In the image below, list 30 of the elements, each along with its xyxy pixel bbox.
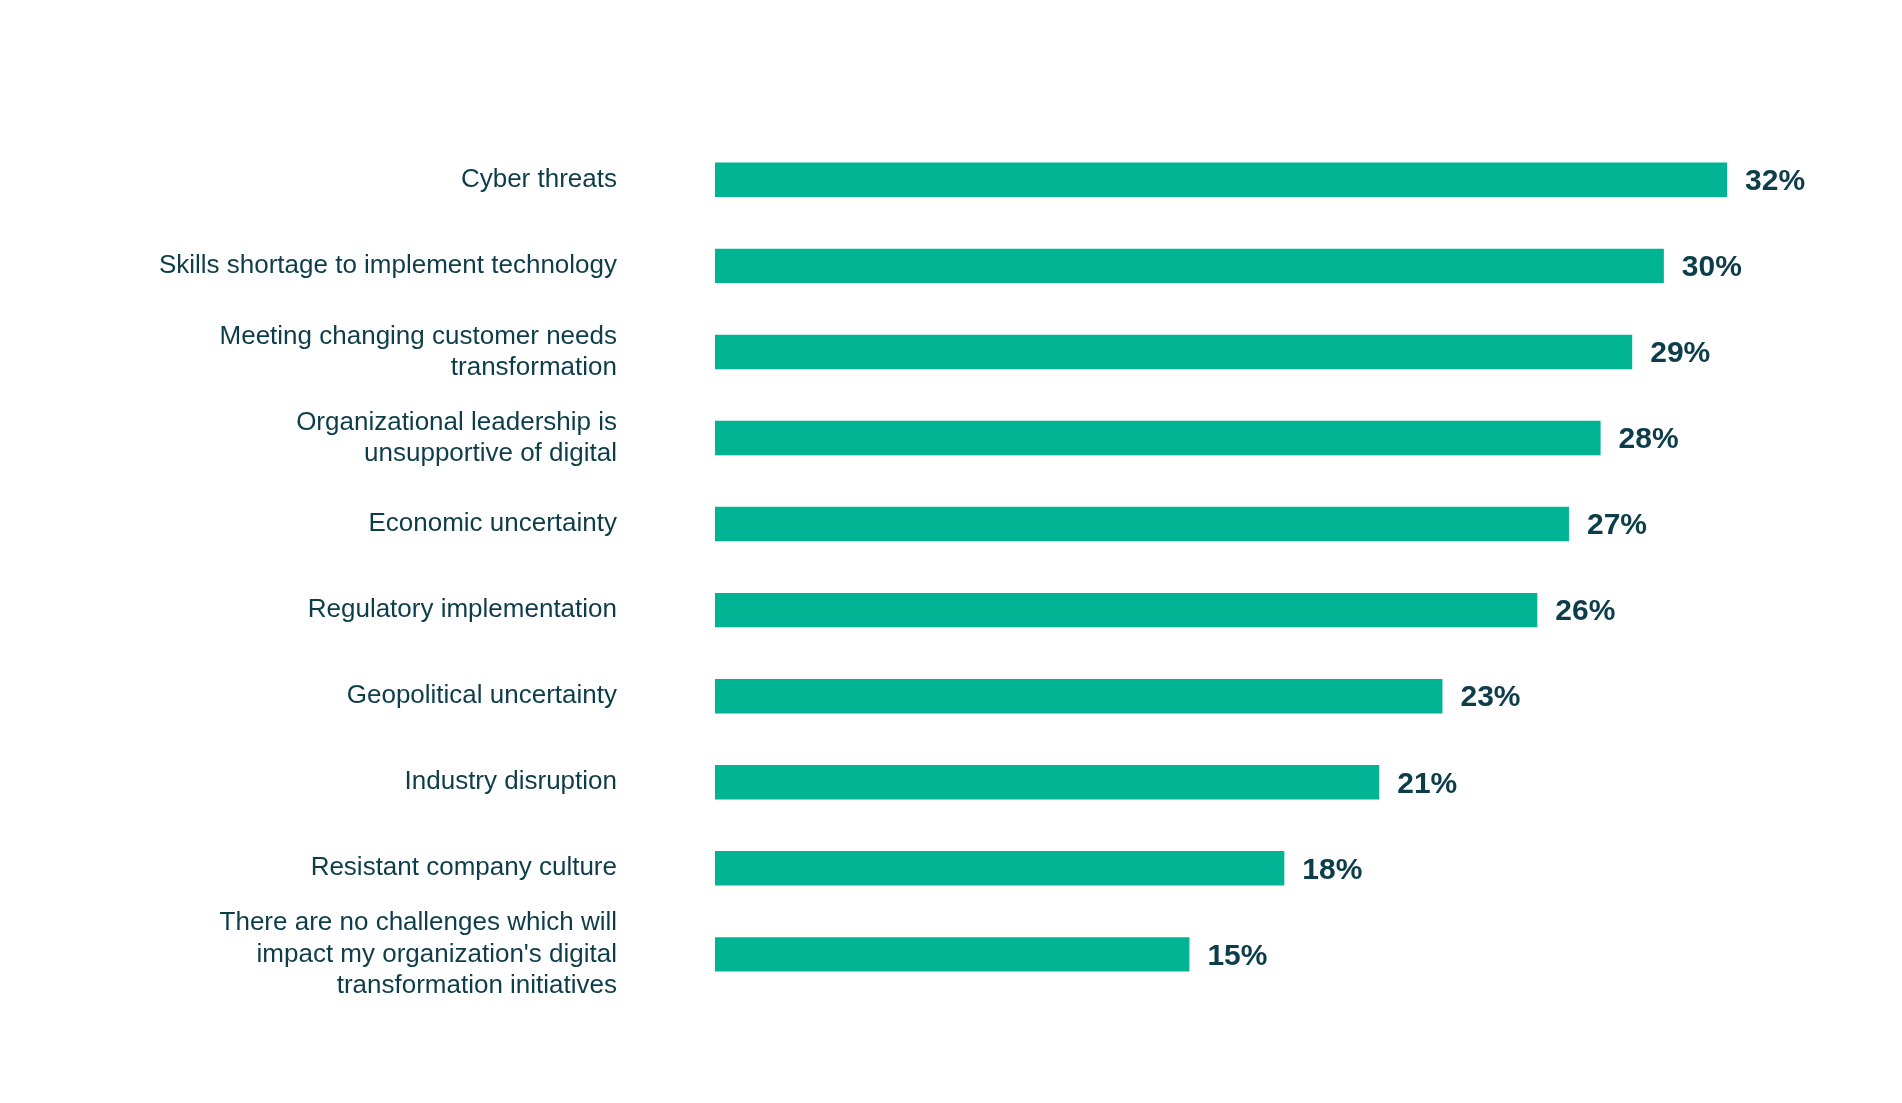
data-label: 30%: [1681, 249, 1742, 283]
y-tick-label: Skills shortage to implement technology: [158, 249, 617, 280]
data-label: 18%: [1302, 851, 1363, 885]
bar: [715, 678, 1443, 714]
bar: [715, 937, 1190, 972]
data-label: 26%: [1555, 593, 1616, 627]
y-tick-label: Cyber threats: [460, 163, 617, 193]
bar: [715, 248, 1664, 284]
y-tick-label: There are no challenges which will impact my organization's digital transformation initiatives: [219, 906, 617, 999]
bar: [715, 765, 1380, 800]
bar: [715, 851, 1285, 886]
data-label: 27%: [1586, 507, 1648, 541]
data-label: 21%: [1397, 765, 1458, 799]
y-tick-label: Industry disruption: [404, 765, 617, 796]
y-tick-label: Organizational leadership is unsupportive of digital: [296, 405, 617, 467]
y-tick-label: Economic uncertainty: [368, 507, 617, 538]
y-tick-label: Regulatory implementation: [307, 593, 617, 624]
y-tick-label: Resistant company culture: [310, 851, 617, 882]
data-label: 23%: [1460, 679, 1521, 713]
bar: [715, 162, 1728, 198]
bar: [715, 592, 1538, 628]
data-label: 32%: [1745, 163, 1806, 197]
y-tick-label: Geopolitical uncertainty: [346, 679, 617, 710]
bar: [715, 506, 1569, 542]
data-label: 29%: [1650, 335, 1711, 369]
y-tick-label: Meeting changing customer needs transformation: [219, 319, 617, 381]
data-label: 28%: [1618, 421, 1679, 455]
bar: [715, 334, 1633, 370]
bar: [715, 420, 1601, 456]
data-label: 15%: [1207, 937, 1268, 971]
